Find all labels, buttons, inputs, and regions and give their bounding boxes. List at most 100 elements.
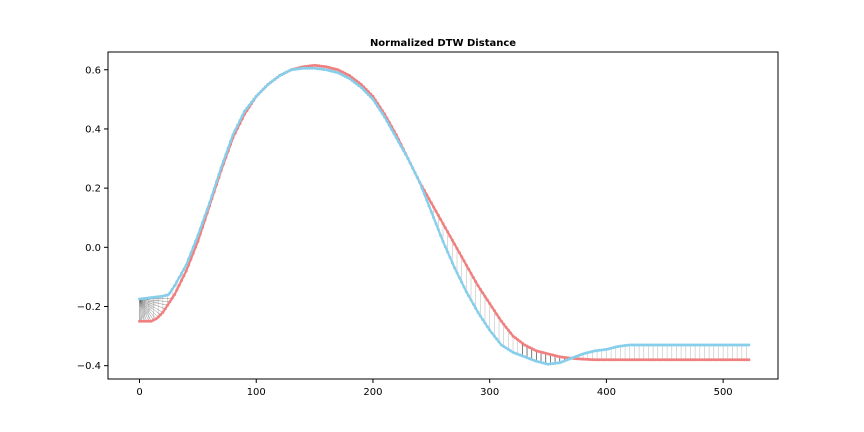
series-point — [742, 358, 746, 362]
series-point — [537, 360, 541, 364]
series-point — [422, 192, 426, 196]
series-point — [448, 255, 452, 259]
series-point — [698, 358, 702, 362]
series-point — [534, 359, 538, 363]
series-point — [168, 300, 172, 304]
series-point — [264, 85, 268, 89]
series-point — [273, 77, 277, 81]
series-point — [492, 334, 496, 338]
series-point — [604, 347, 608, 351]
series-point — [506, 347, 510, 351]
alignment-line — [139, 298, 168, 306]
series-point — [336, 68, 340, 72]
series-point — [653, 343, 657, 347]
series-point — [665, 343, 669, 347]
series-point — [343, 71, 347, 75]
series-point — [301, 66, 305, 70]
series-point — [693, 343, 697, 347]
series-point — [149, 319, 153, 323]
series-point — [735, 343, 739, 347]
series-point — [257, 92, 261, 96]
series-point — [530, 347, 534, 351]
series-point — [217, 173, 221, 177]
series-point — [401, 148, 405, 152]
alignment-line — [139, 298, 163, 313]
series-point — [623, 358, 627, 362]
series-point — [616, 344, 620, 348]
x-tick-label: 100 — [247, 387, 266, 398]
series-point — [663, 343, 667, 347]
series-point — [418, 180, 422, 184]
series-point — [252, 97, 256, 101]
series-point — [723, 343, 727, 347]
series-point — [674, 343, 678, 347]
series-point — [721, 343, 725, 347]
x-tick-label: 300 — [480, 387, 499, 398]
series-point — [397, 140, 401, 144]
series-point — [170, 296, 174, 300]
series-point — [205, 207, 209, 211]
series-point — [163, 307, 167, 311]
series-point — [539, 350, 543, 354]
series-point — [341, 70, 345, 74]
series-point — [497, 340, 501, 344]
series-point — [184, 263, 188, 267]
series-point — [275, 75, 279, 79]
series-point — [194, 245, 198, 249]
series-point — [730, 343, 734, 347]
series-point — [716, 358, 720, 362]
y-tick-label: 0.0 — [85, 243, 101, 254]
series-line — [139, 67, 749, 366]
series-point — [352, 80, 356, 84]
series-point — [469, 271, 473, 275]
series-point — [516, 352, 520, 356]
series-point — [467, 294, 471, 298]
series-point — [616, 358, 620, 362]
series-point — [525, 344, 529, 348]
series-point — [177, 276, 181, 279]
series-point — [404, 152, 408, 156]
series-point — [684, 343, 688, 347]
series-point — [457, 251, 461, 255]
series-point — [474, 280, 478, 284]
series-point — [660, 343, 664, 347]
series-point — [282, 71, 286, 75]
series-point — [455, 271, 459, 275]
series-point — [553, 361, 557, 365]
series-point — [184, 269, 188, 273]
series-point — [455, 247, 459, 250]
series-point — [541, 361, 545, 365]
series-point — [611, 358, 615, 362]
x-tick-label: 0 — [136, 387, 142, 398]
series-point — [394, 136, 398, 140]
series-point — [553, 354, 557, 358]
series-point — [266, 83, 270, 87]
series-point — [537, 349, 541, 353]
series-point — [259, 90, 263, 94]
series-point — [191, 245, 195, 249]
series-point — [719, 343, 723, 347]
series-point — [310, 66, 314, 70]
alignment-line — [139, 298, 147, 322]
series-point — [462, 259, 466, 263]
series-point — [695, 358, 699, 362]
series-point — [177, 283, 181, 287]
series-point — [511, 334, 515, 338]
series-point — [170, 287, 174, 291]
series-point — [567, 357, 571, 361]
series-point — [651, 358, 655, 362]
series-point — [168, 291, 172, 295]
series-point — [198, 227, 202, 231]
series-point — [534, 349, 538, 353]
series-point — [672, 343, 676, 347]
series-point — [674, 358, 678, 362]
series-point — [189, 251, 193, 255]
series-point — [628, 343, 632, 347]
series-point — [315, 64, 319, 68]
x-tick-label: 400 — [597, 387, 616, 398]
series-point — [630, 343, 634, 347]
series-point — [702, 343, 706, 347]
series-point — [429, 210, 433, 214]
series-point — [142, 297, 146, 301]
series-point — [625, 358, 629, 362]
